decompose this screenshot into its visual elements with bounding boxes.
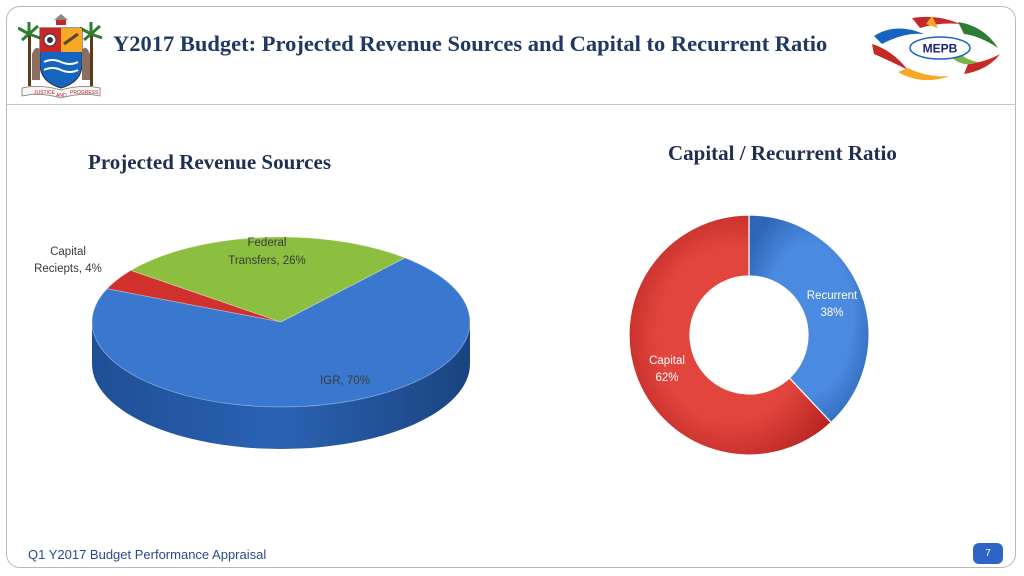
pie-slice-1 — [129, 236, 406, 323]
motto-word-2: AND — [56, 93, 67, 99]
pie-label-capital-line1: Capital — [50, 246, 86, 258]
donut-label-capital-line2: 62% — [655, 372, 678, 384]
donut-label-capital-line1: Capital — [649, 355, 685, 367]
pie-slice-2 — [91, 257, 471, 408]
pie-label-federal-line2: Transfers, 26% — [228, 255, 306, 267]
pie-slice-0 — [106, 269, 282, 323]
slide-title: Y2017 Budget: Projected Revenue Sources … — [113, 31, 828, 56]
mepb-logo-text: MEPB — [923, 42, 958, 56]
donut-slice-1 — [628, 214, 832, 456]
pie-label-igr: IGR, 70% — [320, 375, 370, 387]
header-divider — [6, 104, 1016, 105]
pie-side-wall — [92, 322, 470, 449]
donut-label-recurrent-line1: Recurrent — [807, 290, 858, 302]
page-number-badge: 7 — [973, 543, 1003, 564]
motto-word-3: PROGRESS — [70, 90, 99, 96]
pie-chart-title: Projected Revenue Sources — [88, 150, 331, 174]
pie-label-capital-line2: Reciepts, 4% — [34, 263, 102, 275]
pie-label-federal-line1: Federal — [248, 237, 287, 249]
donut-slice-0 — [748, 214, 870, 424]
coat-of-arms-logo: JUSTICE AND PROGRESS — [18, 14, 103, 99]
donut-label-recurrent-line2: 38% — [820, 307, 843, 319]
mepb-logo: MEPB — [872, 16, 1000, 81]
footer-text: Q1 Y2017 Budget Performance Appraisal — [28, 547, 267, 562]
motto-word-1: JUSTICE — [34, 90, 56, 96]
doughnut-chart-title: Capital / Recurrent Ratio — [668, 141, 897, 165]
